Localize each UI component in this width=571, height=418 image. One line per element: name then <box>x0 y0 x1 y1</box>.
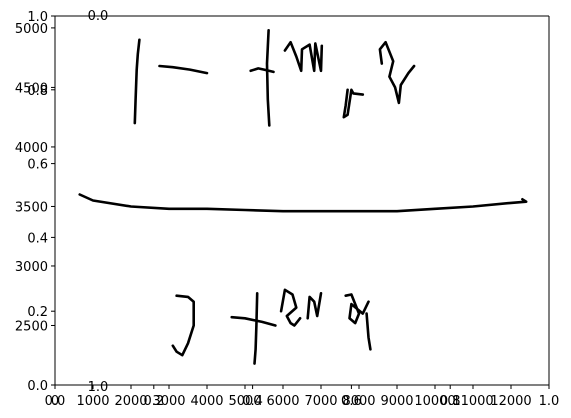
handwriting-stroke <box>378 40 416 105</box>
hw-y-tick-label: 2500 <box>15 319 48 334</box>
x-tick-label: 0.8 <box>440 394 461 409</box>
handwriting-stroke <box>342 88 365 119</box>
axes-frame <box>54 15 550 386</box>
handwriting-strokes <box>78 29 528 365</box>
hw-x-tick-label: 2000 <box>114 394 147 409</box>
hw-x-tick-label: 9000 <box>380 394 413 409</box>
hw-x-tick-label: 5000 <box>228 394 261 409</box>
x-tick-label: 0.2 <box>143 394 164 409</box>
handwriting-stroke <box>249 67 275 74</box>
handwriting-stroke <box>171 294 195 357</box>
handwriting-stroke <box>279 288 302 327</box>
handwriting-stroke <box>265 29 271 127</box>
y-tick-label: 0.8 <box>27 84 48 99</box>
hw-y-tick-label: 3500 <box>15 200 48 215</box>
hw-x-tick-label: 6000 <box>266 394 299 409</box>
hw-x-tick-label: 11000 <box>452 394 493 409</box>
hw-x-tick-label: 12000 <box>490 394 531 409</box>
handwriting-stroke <box>78 193 528 213</box>
y-tick-label: 1.0 <box>27 10 48 25</box>
y-tick-label: 0.2 <box>27 305 48 320</box>
tick-layer: 0.0 0.2 0.4 0.6 0.8 1.0 0.0 0.2 0.4 0.6 0.8 1.0 0.0 1… <box>15 9 559 409</box>
handwriting-stroke <box>283 40 324 73</box>
x-tick-label: 1.0 <box>539 394 560 409</box>
handwriting-stroke <box>253 292 259 365</box>
overlap-bottom-label: 1.0 <box>88 380 109 395</box>
x-tick-label: 0.0 <box>45 394 66 409</box>
hw-x-tick-label: 3000 <box>152 394 185 409</box>
hw-y-tick-label: 4500 <box>15 81 48 96</box>
hw-x-tick-label: 4000 <box>190 394 223 409</box>
y-tick-label: 0.4 <box>27 231 48 246</box>
hw-x-tick-label: 0 <box>51 394 59 409</box>
hw-x-tick-label: 10000 <box>414 394 455 409</box>
handwriting-stroke <box>158 64 209 75</box>
hw-y-tick-label: 4000 <box>15 141 48 156</box>
overlap-top-label: 0.0 <box>88 9 109 24</box>
handwriting-stroke <box>133 38 141 125</box>
hw-x-tick-label: 1000 <box>76 394 109 409</box>
y-tick-label: 0.6 <box>27 158 48 173</box>
hw-y-tick-label: 3000 <box>15 260 48 275</box>
x-tick-label: 0.4 <box>242 394 263 409</box>
handwriting-stroke <box>306 292 323 320</box>
hw-y-tick-label: 5000 <box>15 22 48 37</box>
x-tick-label: 0.6 <box>341 394 362 409</box>
hw-x-tick-label: 8000 <box>342 394 375 409</box>
hw-x-tick-label: 7000 <box>304 394 337 409</box>
handwriting-stroke <box>365 312 372 351</box>
handwriting-stroke <box>344 293 370 325</box>
y-tick-label: 0.0 <box>27 379 48 394</box>
handwriting-stroke <box>230 315 277 327</box>
